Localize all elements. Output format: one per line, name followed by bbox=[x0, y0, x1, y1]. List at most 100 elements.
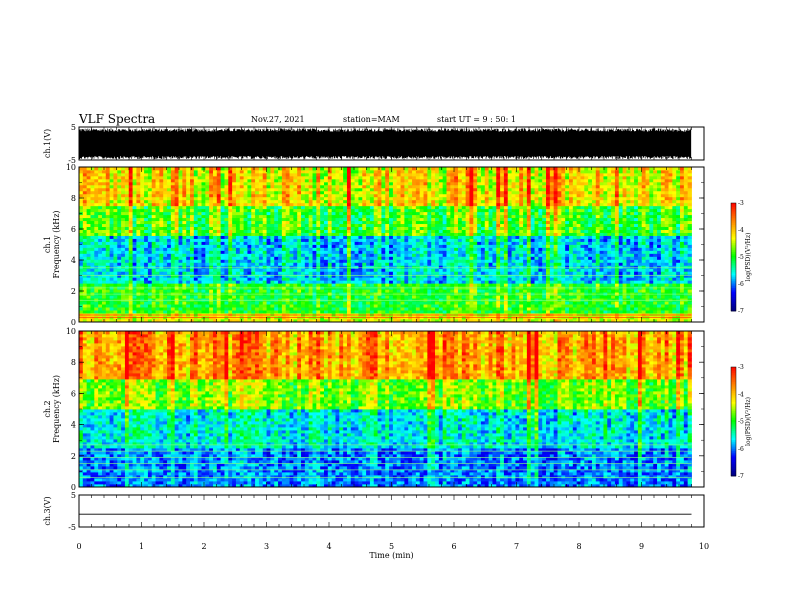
spectrogram-cell bbox=[366, 190, 371, 195]
spectrogram-cell bbox=[427, 274, 432, 278]
spectrogram-cell bbox=[312, 274, 317, 278]
spectrogram-cell bbox=[304, 259, 310, 263]
spectrogram-cell bbox=[94, 211, 99, 216]
spectrogram-cell bbox=[128, 310, 133, 314]
spectrogram-cell bbox=[228, 271, 233, 275]
spectrogram-cell bbox=[155, 175, 160, 180]
spectrogram-cell bbox=[320, 298, 325, 302]
spectrogram-cell bbox=[419, 190, 424, 195]
spectrogram-cell bbox=[197, 169, 202, 174]
spectrogram-cell bbox=[262, 319, 267, 323]
spectrogram-cell bbox=[362, 277, 367, 281]
spectrogram-cell bbox=[400, 289, 405, 293]
spectrogram-cell bbox=[423, 259, 428, 263]
spectrogram-cell bbox=[212, 319, 218, 323]
spectrogram-cell bbox=[312, 247, 317, 251]
spectrogram-cell bbox=[389, 268, 394, 272]
spectrogram-cell bbox=[178, 211, 183, 216]
spectrogram-cell bbox=[101, 208, 107, 213]
spectrogram-cell bbox=[216, 175, 222, 180]
spectrogram-cell bbox=[201, 310, 206, 314]
spectrogram-cell bbox=[335, 175, 340, 180]
spectrogram-cell bbox=[343, 280, 348, 284]
spectrogram-cell bbox=[346, 274, 352, 278]
spectrogram-cell bbox=[278, 202, 283, 207]
spectrogram-cell bbox=[209, 217, 214, 222]
spectrogram-cell bbox=[301, 229, 306, 233]
spectrogram-cell bbox=[381, 193, 386, 198]
spectrogram-cell bbox=[190, 307, 195, 311]
spectrogram-cell bbox=[136, 199, 141, 204]
spectrogram-cell bbox=[209, 196, 214, 201]
spectrogram-cell bbox=[358, 217, 363, 222]
spectrogram-cell bbox=[316, 223, 321, 228]
spectrogram-cell bbox=[186, 178, 191, 183]
spectrogram-cell bbox=[358, 232, 363, 236]
spectrogram-cell bbox=[423, 190, 428, 195]
spectrogram-cell bbox=[228, 295, 233, 299]
spectrogram-cell bbox=[94, 214, 99, 219]
spectrogram-cell bbox=[389, 178, 394, 183]
spectrogram-cell bbox=[381, 283, 386, 287]
spectrogram-cell bbox=[86, 217, 91, 222]
spectrogram-cell bbox=[354, 178, 359, 183]
spectrogram-cell bbox=[140, 295, 145, 299]
spectrogram-cell bbox=[247, 220, 252, 225]
spectrogram-cell bbox=[239, 259, 245, 263]
spectrogram-cell bbox=[212, 193, 218, 198]
spectrogram-cell bbox=[404, 274, 409, 278]
spectrogram-cell bbox=[308, 167, 313, 171]
spectrogram-cell bbox=[392, 175, 398, 180]
spectrogram-cell bbox=[327, 301, 333, 305]
spectrogram-cell bbox=[301, 304, 306, 308]
spectrogram-cell bbox=[423, 274, 428, 278]
spectrogram-cell bbox=[86, 271, 91, 275]
spectrogram-cell bbox=[366, 193, 371, 198]
spectrogram-cell bbox=[415, 241, 421, 245]
spectrogram-cell bbox=[255, 259, 260, 263]
spectrogram-cell bbox=[251, 229, 256, 233]
spectrogram-cell bbox=[431, 256, 436, 260]
spectrogram-cell bbox=[224, 208, 229, 213]
spectrogram-cell bbox=[412, 268, 417, 272]
spectrogram-cell bbox=[404, 280, 409, 284]
spectrogram-cell bbox=[350, 274, 356, 278]
spectrogram-cell bbox=[435, 289, 440, 293]
spectrogram-cell bbox=[335, 244, 340, 248]
spectrogram-cell bbox=[228, 259, 233, 263]
spectrogram-cell bbox=[412, 253, 417, 257]
spectrogram-cell bbox=[304, 220, 310, 225]
spectrogram-cell bbox=[431, 283, 436, 287]
spectrogram-cell bbox=[362, 259, 367, 263]
spectrogram-cell bbox=[400, 319, 405, 323]
spectrogram-cell bbox=[79, 319, 84, 323]
spectrogram-cell bbox=[331, 187, 336, 192]
spectrogram-cell bbox=[220, 265, 225, 269]
spectrogram-cell bbox=[251, 298, 256, 302]
spectrogram-cell bbox=[186, 217, 191, 222]
spectrogram-cell bbox=[167, 223, 172, 228]
spectrogram-cell bbox=[170, 253, 176, 257]
spectrogram-cell bbox=[297, 265, 302, 269]
spectrogram-cell bbox=[117, 223, 122, 228]
spectrogram-cell bbox=[86, 307, 91, 311]
spectrogram-cell bbox=[186, 241, 191, 245]
spectrogram-cell bbox=[205, 223, 210, 228]
spectrogram-cell bbox=[297, 199, 302, 204]
spectrogram-cell bbox=[423, 319, 428, 323]
spectrogram-cell bbox=[408, 229, 413, 233]
spectrogram-cell bbox=[167, 167, 172, 171]
spectrogram-cell bbox=[285, 229, 290, 233]
spectrogram-cell bbox=[159, 304, 164, 308]
spectrogram-cell bbox=[94, 319, 99, 323]
spectrogram-cell bbox=[193, 190, 199, 195]
spectrogram-cell bbox=[235, 181, 241, 186]
spectrogram-cell bbox=[186, 268, 191, 272]
spectrogram-cell bbox=[312, 226, 317, 230]
spectrogram-cell bbox=[251, 265, 256, 269]
spectrogram-cell bbox=[178, 223, 183, 228]
spectrogram-cell bbox=[412, 169, 417, 174]
spectrogram-cell bbox=[373, 247, 378, 251]
spectrogram-cell bbox=[212, 265, 218, 269]
spectrogram-cell bbox=[343, 319, 348, 323]
